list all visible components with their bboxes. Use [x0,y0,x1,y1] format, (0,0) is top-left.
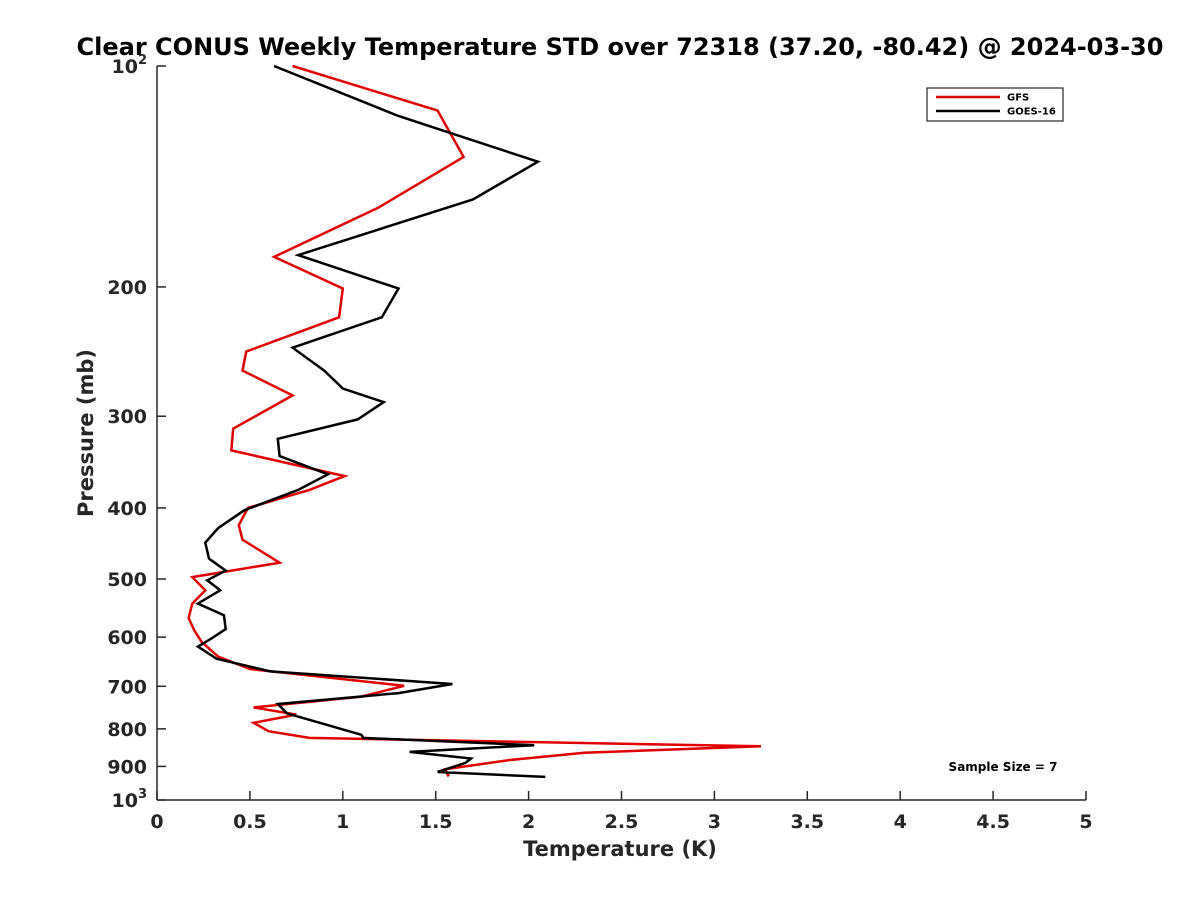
y-tick-label: 103 [112,787,148,812]
y-tick-label: 200 [107,277,147,299]
x-tick-label: 3 [708,811,721,833]
plot-area [156,66,1086,801]
y-axis-label: Pressure (mb) [74,349,98,517]
y-tick-label: 500 [107,569,147,591]
x-tick-label: 0 [150,811,163,833]
series-layer [187,64,761,779]
y-tick-label: 900 [107,756,147,778]
sample-size-annotation: Sample Size = 7 [949,760,1058,774]
x-tick-label: 4.5 [976,811,1010,833]
x-tick-label: 0.5 [233,811,267,833]
x-axis: 0 0.5 1 1.5 2 2.5 3 3.5 4 4.5 5 [150,791,1093,833]
x-tick-label: 4 [894,811,907,833]
chart-title: Clear CONUS Weekly Temperature STD over … [77,33,1164,61]
series-line-gfs [187,64,761,778]
y-tick-label: 300 [107,406,147,428]
legend: GFS GOES-16 [926,87,1064,122]
y-axis: 102 200 300 400 500 600 700 800 900 103 [107,53,166,812]
x-axis-label: Temperature (K) [523,837,717,861]
y-tick-label: 400 [107,498,147,520]
legend-label: GOES-16 [1007,107,1056,118]
x-tick-label: 3.5 [790,811,824,833]
x-tick-label: 2 [522,811,535,833]
series-line-goes-16 [195,64,546,779]
legend-box [926,87,1064,122]
x-tick-label: 5 [1079,811,1092,833]
y-tick-label: 700 [107,676,147,698]
x-tick-label: 2.5 [605,811,639,833]
y-tick-label: 800 [107,719,147,741]
legend-label: GFS [1007,93,1029,104]
y-tick-label: 102 [112,53,148,78]
y-tick-label: 600 [107,627,147,649]
x-tick-label: 1 [336,811,349,833]
x-tick-label: 1.5 [419,811,453,833]
